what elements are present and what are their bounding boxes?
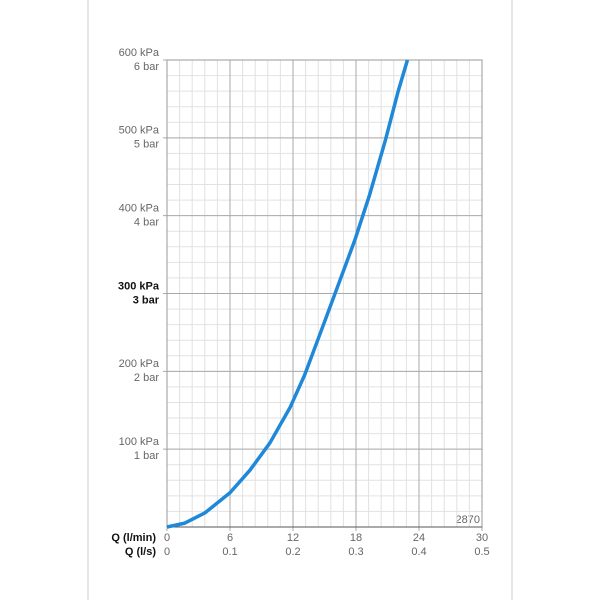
- x-tick-label: 6: [227, 532, 233, 544]
- y-tick-label: 400 kPa: [119, 203, 160, 215]
- x-tick-label: 12: [287, 532, 299, 544]
- x2-tick-label: 0.4: [411, 546, 426, 558]
- x2-tick-label: 0.3: [348, 546, 363, 558]
- y2-tick-label: 2 bar: [134, 372, 159, 384]
- x2-tick-label: 0: [164, 546, 170, 558]
- x-tick-label: 30: [476, 532, 488, 544]
- y-tick-label: 100 kPa: [119, 436, 160, 448]
- y2-tick-label: 3 bar: [133, 294, 160, 306]
- y2-tick-label: 1 bar: [134, 450, 159, 462]
- y-tick-label: 300 kPa: [118, 280, 160, 292]
- x-axis-title: Q (l/min): [111, 532, 156, 544]
- y-tick-label: 500 kPa: [119, 125, 160, 137]
- x-tick-label: 0: [164, 532, 170, 544]
- curve: [166, 59, 410, 529]
- x2-tick-label: 0.5: [474, 546, 489, 558]
- x2-tick-label: 0.2: [285, 546, 300, 558]
- x2-axis-title: Q (l/s): [125, 546, 157, 558]
- y-tick-label: 200 kPa: [119, 358, 160, 370]
- y2-tick-label: 6 bar: [134, 61, 159, 73]
- x-tick-label: 18: [350, 532, 362, 544]
- x2-tick-label: 0.1: [222, 546, 237, 558]
- y-tick-label: 600 kPa: [119, 47, 160, 59]
- y2-tick-label: 4 bar: [134, 217, 159, 229]
- y2-tick-label: 5 bar: [134, 139, 159, 151]
- x-tick-label: 24: [413, 532, 425, 544]
- annotation: 2870: [456, 514, 480, 526]
- page-frame: [87, 0, 513, 600]
